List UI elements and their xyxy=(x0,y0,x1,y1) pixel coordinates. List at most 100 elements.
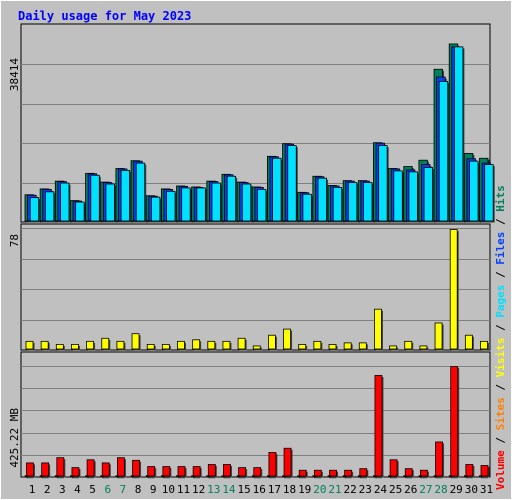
bar-shadow xyxy=(223,477,231,479)
legend-item-sites: Sites xyxy=(494,397,507,430)
bar-pages-day-9 xyxy=(150,196,161,222)
bar-pages-day-30 xyxy=(469,160,479,222)
bar-pages-day-28 xyxy=(438,81,449,222)
x-tick-label: 13 xyxy=(207,483,220,496)
bar-shadow xyxy=(390,477,398,479)
bar-pages-day-25 xyxy=(393,170,403,222)
bar-visits-day-23 xyxy=(358,342,367,350)
bar-shadow xyxy=(26,477,34,479)
panel-volume: 425.22 MB xyxy=(8,351,491,479)
bar-volume-day-26 xyxy=(404,468,413,477)
x-tick-label: 27 xyxy=(419,483,432,496)
bar-shadow xyxy=(435,477,443,479)
x-tick-label: 10 xyxy=(162,483,175,496)
x-tick-label: 12 xyxy=(192,483,205,496)
bar-pages-day-10 xyxy=(166,190,176,222)
panel-visits: 78 xyxy=(8,223,491,351)
bar-shadow xyxy=(420,477,428,479)
bar-volume-day-5 xyxy=(86,459,95,477)
x-tick-label: 8 xyxy=(135,483,142,496)
bar-shadow xyxy=(284,477,292,479)
bar-pages-day-21 xyxy=(332,187,343,222)
bar-volume-day-4 xyxy=(71,467,80,477)
x-tick-label: 30 xyxy=(465,483,478,496)
bar-shadow xyxy=(253,477,261,479)
bar-visits-day-17 xyxy=(267,334,276,350)
bar-volume-day-3 xyxy=(56,457,65,477)
bar-volume-day-27 xyxy=(419,469,428,477)
y-axis-label: 425.22 MB xyxy=(8,408,21,468)
x-tick-label: 15 xyxy=(237,483,250,496)
bar-visits-day-21 xyxy=(328,344,337,350)
bar-pages-day-6 xyxy=(105,183,115,222)
bar-shadow xyxy=(178,477,185,479)
bar-shadow xyxy=(374,477,382,479)
bar-visits-day-24 xyxy=(374,308,382,350)
bar-visits-day-19 xyxy=(298,344,307,350)
panel-frame xyxy=(20,223,491,351)
bar-pages-day-11 xyxy=(181,187,191,222)
bar-pages-day-29 xyxy=(453,46,464,222)
bar-shadow xyxy=(481,477,488,479)
bar-volume-day-19 xyxy=(298,469,307,477)
y-axis-label: 78 xyxy=(8,234,21,247)
x-tick-label: 18 xyxy=(283,483,296,496)
x-tick-label: 21 xyxy=(328,483,341,496)
bar-volume-day-25 xyxy=(389,459,398,477)
bar-shadow xyxy=(344,477,352,479)
bar-visits-day-3 xyxy=(55,344,64,350)
bar-pages-day-20 xyxy=(317,177,327,222)
bar-volume-day-6 xyxy=(101,462,110,477)
bar-pages-day-12 xyxy=(196,187,206,222)
bar-shadow xyxy=(41,477,49,479)
x-axis-labels: 1 2 3 4 5 6 7 8 9 10 11 12 13 14 15 16 17 18 19 20 21 22 23 24 2… xyxy=(29,483,493,496)
bar-shadow xyxy=(162,477,170,479)
bar-volume-day-8 xyxy=(132,459,140,477)
bar-volume-day-14 xyxy=(223,464,231,477)
bar-shadow xyxy=(238,477,246,479)
bar-visits-day-18 xyxy=(283,328,291,350)
bar-pages-day-2 xyxy=(44,191,55,222)
x-tick-label: 7 xyxy=(120,483,127,496)
legend-item-volume: Volume xyxy=(494,450,507,490)
bar-visits-day-30 xyxy=(464,334,473,350)
bar-volume-day-13 xyxy=(207,464,216,477)
bar-shadow xyxy=(71,477,79,479)
bar-volume-day-17 xyxy=(268,452,277,477)
bar-visits-day-29 xyxy=(449,229,458,350)
bar-volume-day-20 xyxy=(313,469,322,477)
bar-pages-day-22 xyxy=(347,182,358,222)
bar-visits-day-13 xyxy=(207,340,216,350)
x-tick-label: 29 xyxy=(450,483,463,496)
bar-visits-day-25 xyxy=(389,345,398,350)
bar-volume-day-28 xyxy=(435,441,443,477)
bar-shadow xyxy=(102,477,110,479)
bar-visits-day-7 xyxy=(116,340,125,350)
bar-visits-day-5 xyxy=(86,340,94,350)
bar-volume-day-1 xyxy=(26,462,34,477)
x-tick-label: 9 xyxy=(150,483,157,496)
bar-pages-day-8 xyxy=(135,162,146,222)
bar-visits-day-11 xyxy=(177,340,185,350)
bar-visits-day-27 xyxy=(419,345,428,350)
bar-pages-day-15 xyxy=(241,183,252,222)
bar-volume-day-21 xyxy=(329,469,337,477)
legend-item-files: Files xyxy=(494,232,507,265)
bar-shadow xyxy=(117,477,125,479)
bar-pages-day-7 xyxy=(120,170,130,222)
bar-shadow xyxy=(208,477,216,479)
legend: Volume / Sites / Visits / Pages / Files … xyxy=(494,185,507,490)
bar-visits-day-26 xyxy=(404,340,413,350)
bar-shadow xyxy=(268,477,276,479)
bar-visits-day-4 xyxy=(71,344,79,350)
bar-visits-day-28 xyxy=(434,322,443,350)
x-tick-label: 20 xyxy=(313,483,326,496)
x-tick-label: 5 xyxy=(89,483,96,496)
legend-separator: / xyxy=(494,318,507,338)
bar-shadow xyxy=(450,477,458,479)
bar-volume-day-18 xyxy=(283,447,292,477)
bar-volume-day-9 xyxy=(147,466,156,477)
bar-volume-day-7 xyxy=(117,457,125,477)
bar-pages-day-31 xyxy=(484,164,494,222)
